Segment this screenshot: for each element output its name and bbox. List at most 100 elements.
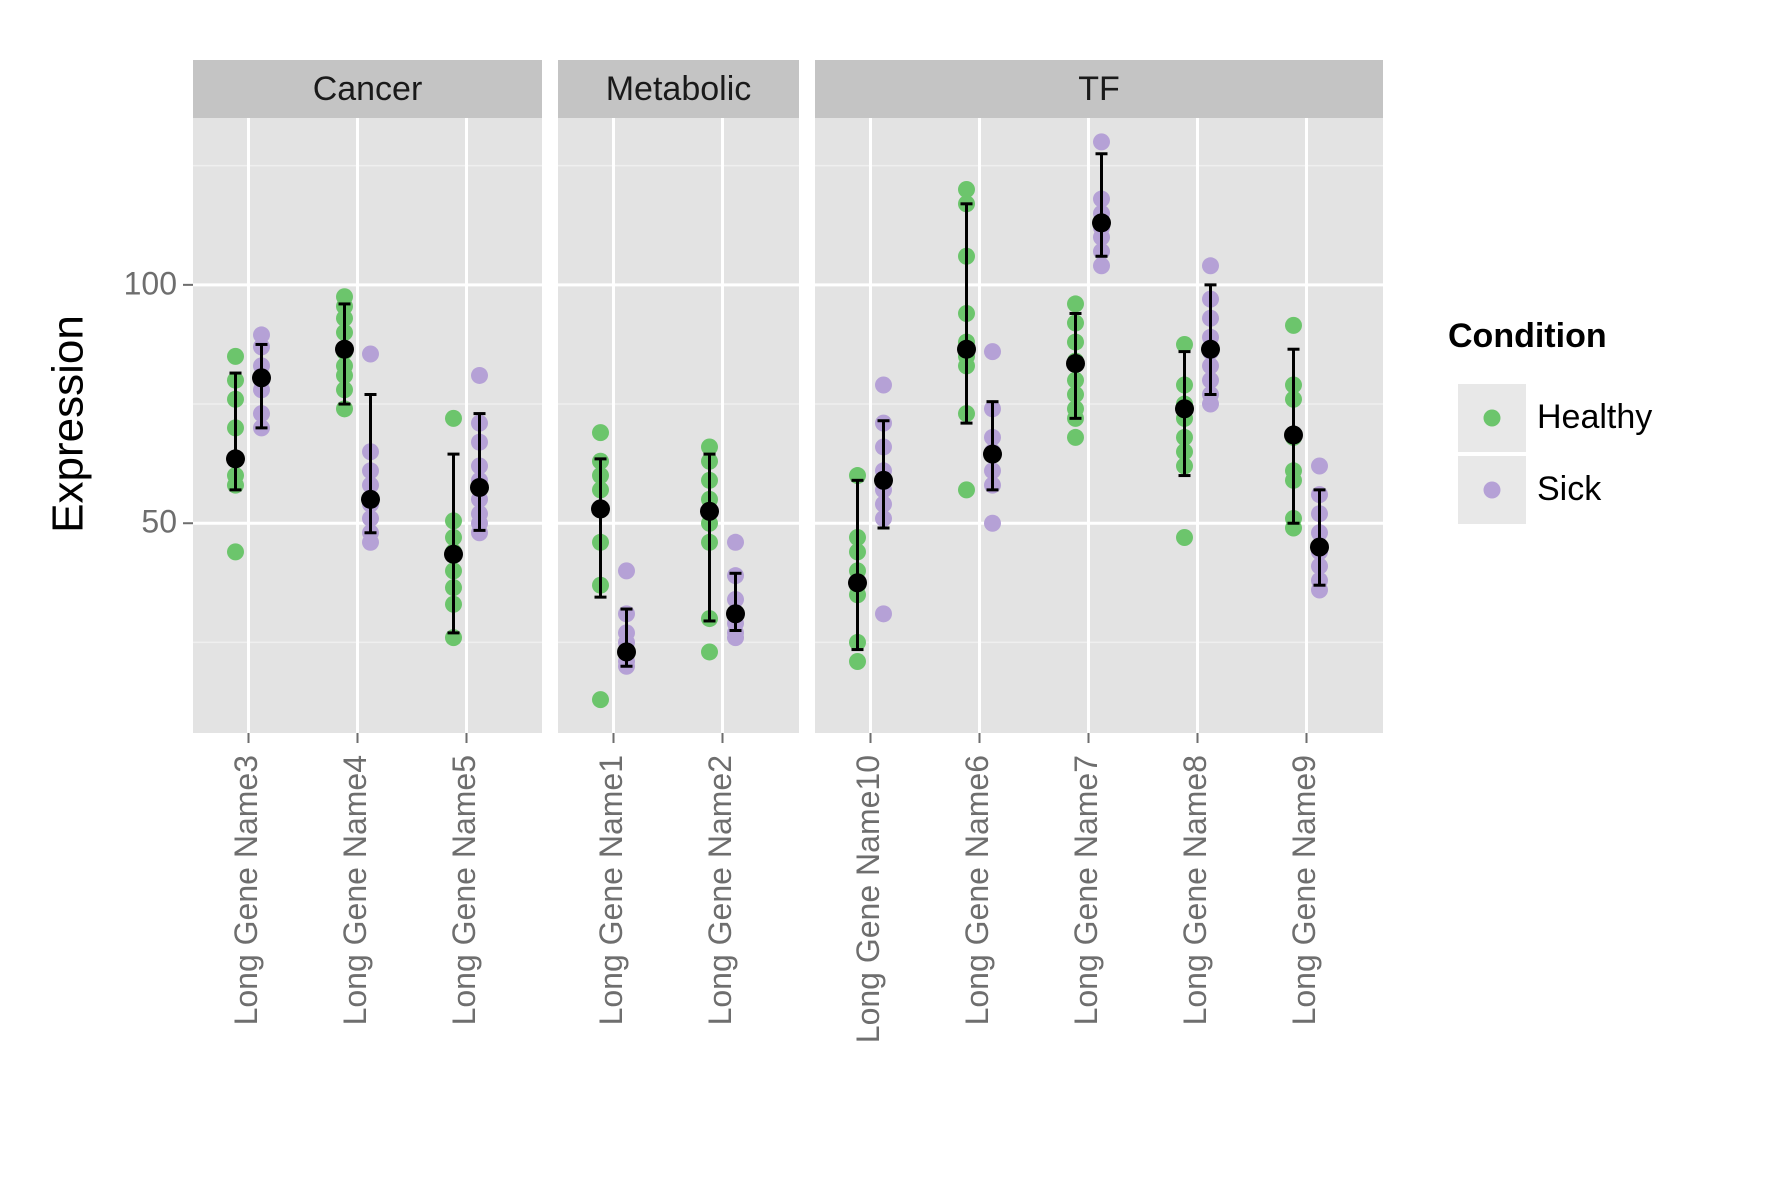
data-point	[1176, 529, 1193, 547]
mean-point	[252, 368, 271, 388]
data-point	[362, 345, 379, 363]
mean-point	[470, 477, 489, 497]
x-tick-label: Long Gene Name7	[1068, 755, 1104, 1025]
group-healthy	[335, 288, 354, 418]
data-point	[253, 326, 270, 344]
group-sick	[617, 562, 636, 675]
data-point	[1285, 316, 1302, 334]
data-point	[1202, 257, 1219, 275]
group-healthy	[1284, 316, 1303, 537]
y-axis-title: Expression	[44, 315, 93, 533]
data-point	[875, 605, 892, 623]
panel-0: Long Gene Name3 Long Gene Name4 Long Gene …	[193, 60, 542, 1025]
data-point	[727, 533, 744, 551]
x-tick-label: Long Gene Name9	[1286, 755, 1322, 1025]
x-tick-label: Long Gene Name8	[1177, 755, 1213, 1025]
data-point	[727, 629, 744, 647]
y-tick-label: 50	[141, 504, 177, 540]
x-tick-label: Long Gene Name3	[228, 755, 264, 1025]
facet-strip	[193, 60, 542, 118]
group-healthy	[1066, 295, 1085, 446]
data-point	[984, 343, 1001, 361]
data-point	[1311, 457, 1328, 475]
x-tick-label: Long Gene Name5	[446, 755, 482, 1025]
mean-point	[1175, 399, 1194, 419]
x-tick-label: Long Gene Name10	[850, 755, 886, 1043]
data-point	[1093, 133, 1110, 151]
data-point	[958, 481, 975, 499]
y-axis: Expression 50 100	[44, 265, 193, 540]
group-healthy	[700, 438, 719, 661]
panel-background	[558, 118, 799, 733]
x-tick-label: Long Gene Name2	[702, 755, 738, 1025]
mean-point	[957, 339, 976, 359]
mean-point	[1092, 213, 1111, 233]
mean-point	[226, 449, 245, 469]
legend-key-dot	[1483, 481, 1501, 499]
data-point	[227, 347, 244, 365]
group-sick	[1092, 133, 1111, 275]
y-tick-label: 100	[124, 265, 177, 301]
data-point	[1067, 295, 1084, 313]
group-sick	[1310, 457, 1329, 599]
mean-point	[1284, 425, 1303, 445]
legend-key-dot	[1483, 409, 1501, 427]
group-sick	[470, 366, 489, 542]
panels-layer: Long Gene Name3 Long Gene Name4 Long Gene …	[193, 60, 1383, 1043]
mean-point	[617, 642, 636, 662]
mean-point	[1066, 354, 1085, 374]
data-point	[1093, 257, 1110, 275]
data-point	[875, 376, 892, 394]
mean-point	[874, 470, 893, 490]
data-point	[445, 409, 462, 427]
group-sick	[1201, 257, 1220, 413]
data-point	[701, 643, 718, 661]
facet-strip	[558, 60, 799, 118]
mean-point	[591, 499, 610, 519]
mean-point	[983, 444, 1002, 464]
mean-point	[361, 489, 380, 509]
group-sick	[361, 345, 380, 551]
group-healthy	[848, 467, 867, 670]
mean-point	[1201, 339, 1220, 359]
group-sick	[726, 533, 745, 647]
group-healthy	[226, 347, 245, 561]
legend-label: Sick	[1537, 470, 1602, 508]
group-healthy	[444, 409, 463, 647]
mean-point	[700, 501, 719, 521]
x-tick-label: Long Gene Name4	[337, 755, 373, 1025]
data-point	[592, 691, 609, 709]
data-point	[471, 366, 488, 384]
data-point	[1202, 395, 1219, 413]
data-point	[362, 533, 379, 551]
legend-label: Healthy	[1537, 398, 1652, 436]
data-point	[1176, 335, 1193, 353]
panel-2: Long Gene Name10 Long Gene Name6 Long Gene…	[815, 60, 1383, 1043]
mean-point	[335, 339, 354, 359]
data-point	[1067, 428, 1084, 446]
legend-title: Condition	[1448, 317, 1607, 355]
group-healthy	[957, 181, 976, 499]
group-sick	[252, 326, 271, 437]
facet-strip-label: TF	[1078, 70, 1120, 108]
facet-strip	[815, 60, 1383, 118]
data-point	[958, 181, 975, 199]
data-point	[471, 524, 488, 542]
panel-background	[193, 118, 542, 733]
data-point	[849, 652, 866, 670]
facet-strip-label: Metabolic	[606, 70, 752, 108]
mean-point	[848, 573, 867, 593]
legend: Condition Healthy Sick	[1448, 317, 1652, 524]
mean-point	[444, 544, 463, 564]
mean-point	[726, 604, 745, 624]
group-sick	[874, 376, 893, 623]
panel-1: Long Gene Name1 Long Gene Name2 Metabolic	[558, 60, 799, 1025]
data-point	[227, 543, 244, 561]
group-sick	[983, 343, 1002, 532]
x-tick-label: Long Gene Name6	[959, 755, 995, 1025]
data-point	[592, 424, 609, 442]
data-point	[701, 438, 718, 456]
data-point	[984, 514, 1001, 532]
group-healthy	[591, 424, 610, 709]
